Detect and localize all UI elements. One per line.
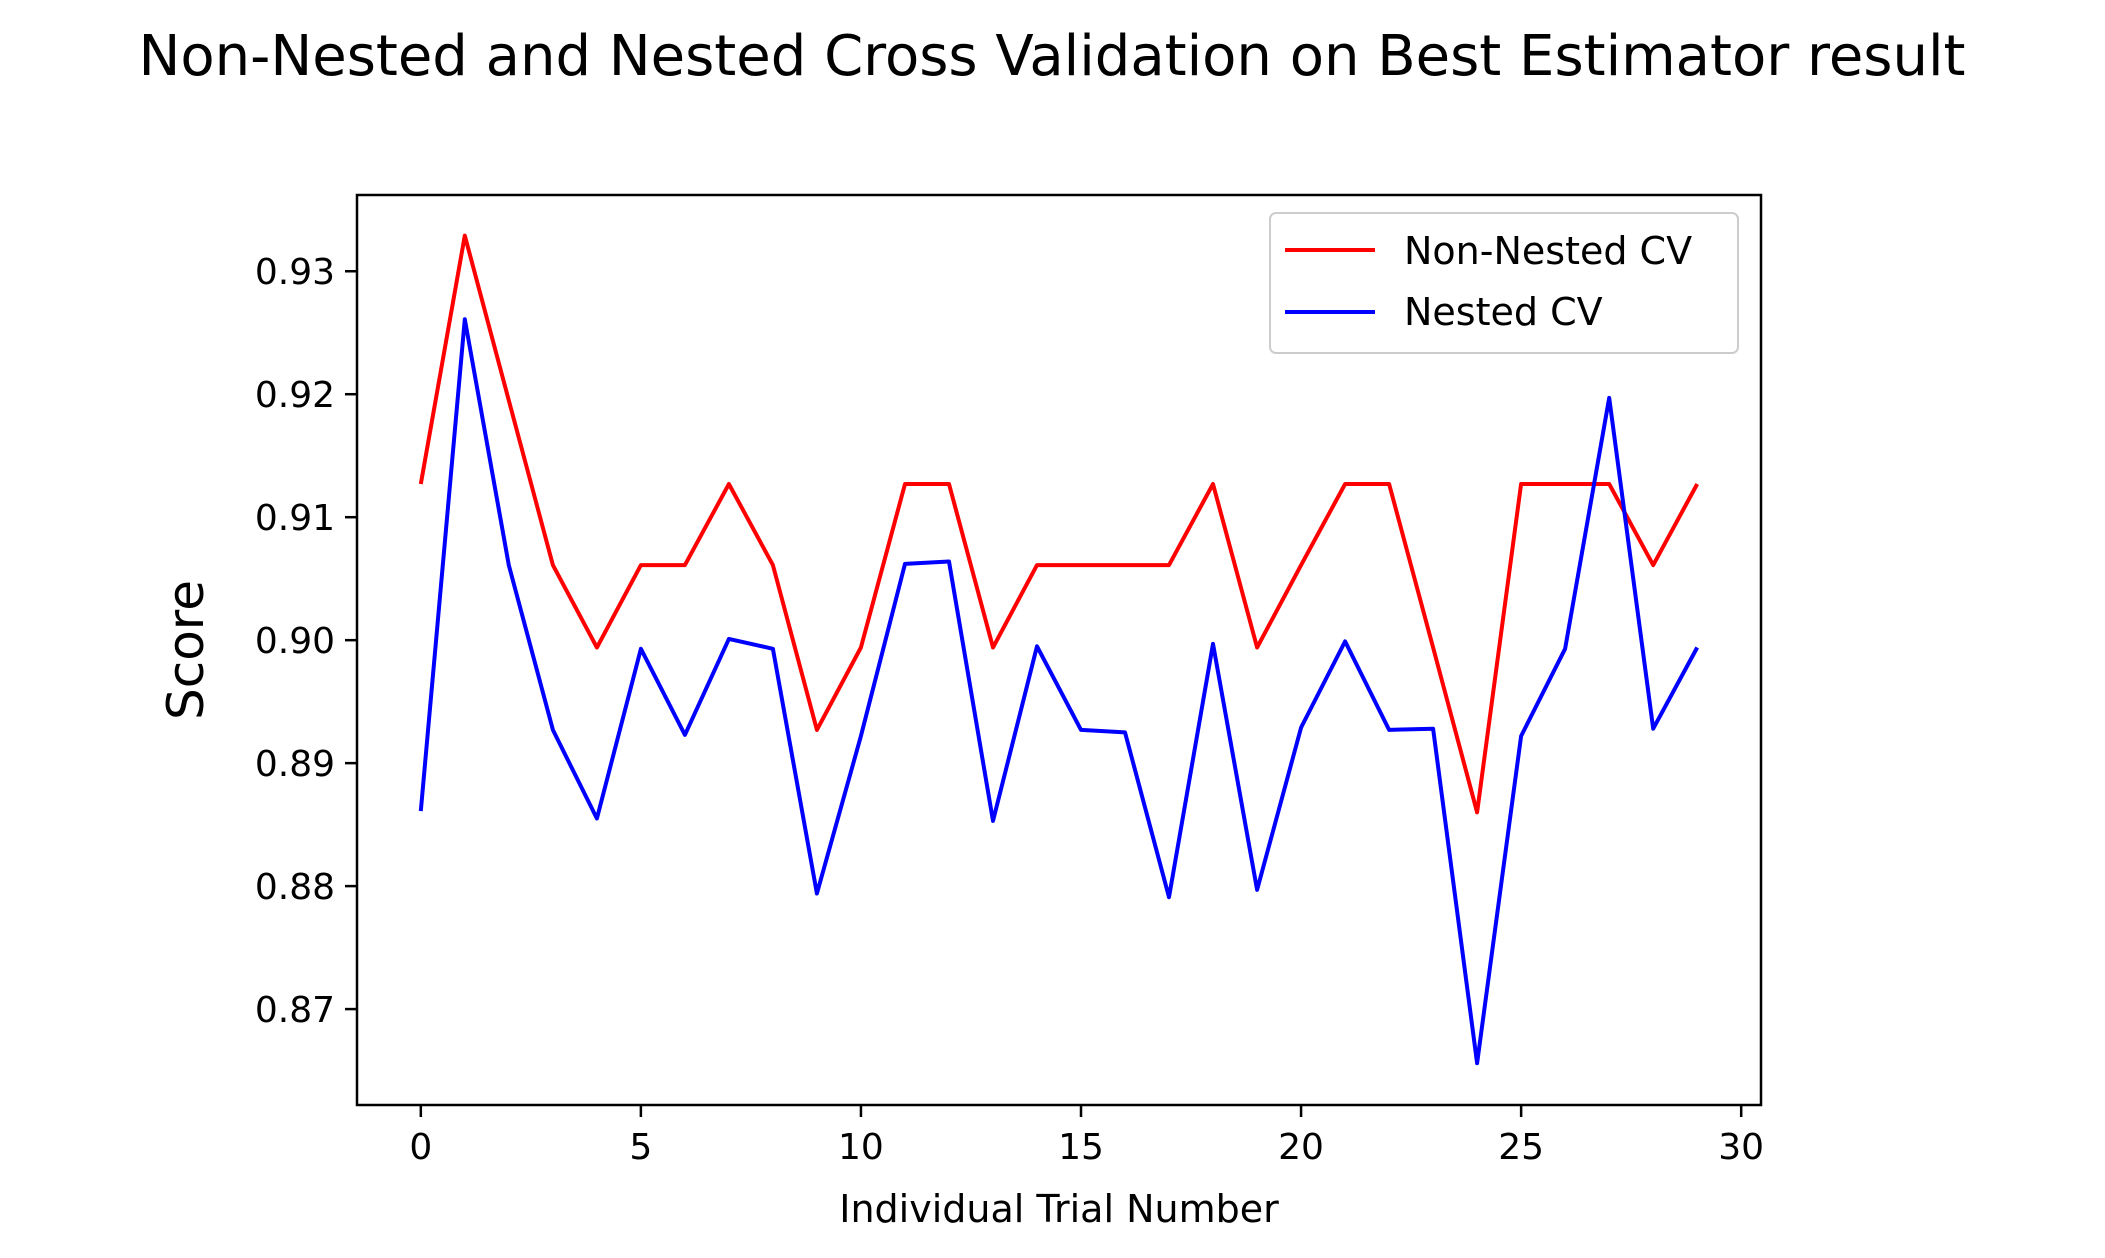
x-tick-label: 30	[1718, 1127, 1764, 1168]
legend-box	[1269, 212, 1739, 354]
x-axis-label: Individual Trial Number	[839, 1187, 1279, 1231]
chart-title: Non-Nested and Nested Cross Validation o…	[139, 24, 1966, 89]
y-tick-label: 0.91	[255, 498, 335, 539]
y-axis-label: Score	[157, 580, 215, 720]
y-tick-label: 0.88	[255, 867, 335, 908]
x-tick-label: 0	[409, 1127, 432, 1168]
x-tick-label: 25	[1498, 1127, 1544, 1168]
legend-label-nested: Nested CV	[1404, 290, 1603, 334]
x-tick-label: 5	[629, 1127, 652, 1168]
y-tick-label: 0.92	[255, 375, 335, 416]
y-tick-label: 0.93	[255, 252, 335, 293]
x-tick-label: 20	[1278, 1127, 1324, 1168]
legend: Non-Nested CV Nested CV	[1269, 212, 1739, 354]
x-tick-label: 15	[1058, 1127, 1104, 1168]
y-tick-label: 0.89	[255, 744, 335, 785]
legend-label-non-nested: Non-Nested CV	[1404, 229, 1692, 273]
x-tick-label: 10	[838, 1127, 884, 1168]
y-tick-label: 0.87	[255, 990, 335, 1031]
series-line-nested	[418, 317, 1699, 1066]
x-axis: 0 5 10 15 20 25 30	[409, 1105, 1764, 1168]
series-line-non-nested	[418, 233, 1699, 815]
y-tick-label: 0.90	[255, 621, 335, 662]
series-group	[418, 233, 1699, 1066]
plot-area-frame	[355, 193, 1763, 1107]
y-axis: 0.87 0.88 0.89 0.90 0.91 0.92 0.93	[255, 252, 357, 1031]
